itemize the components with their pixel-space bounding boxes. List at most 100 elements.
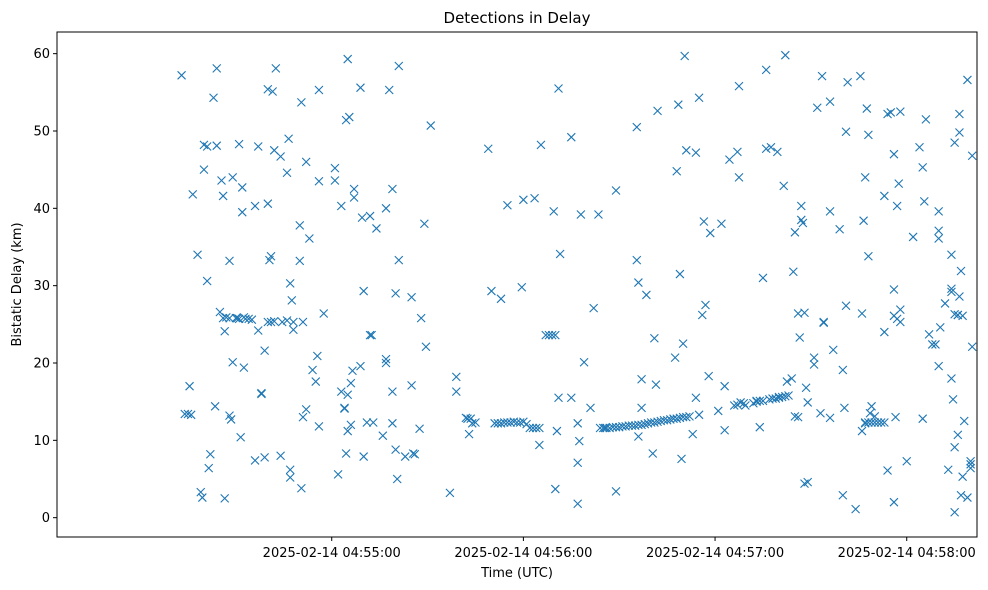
data-point: [298, 412, 308, 422]
data-point: [780, 50, 790, 60]
data-point: [816, 408, 825, 418]
data-point: [226, 415, 236, 424]
data-point: [534, 423, 544, 433]
data-point: [499, 418, 509, 427]
data-point: [761, 65, 771, 75]
data-point: [795, 333, 805, 342]
data-point: [611, 486, 621, 496]
data-point: [634, 432, 643, 441]
data-point: [841, 301, 851, 311]
data-point: [717, 219, 726, 229]
data-point: [296, 97, 306, 107]
data-point: [801, 383, 811, 393]
data-point: [530, 193, 539, 203]
data-point: [579, 357, 589, 367]
data-point: [517, 282, 527, 292]
data-point: [895, 107, 905, 117]
data-point: [266, 317, 276, 327]
data-point: [487, 286, 496, 296]
data-point: [209, 93, 218, 103]
data-point: [555, 249, 565, 259]
data-point: [365, 330, 375, 340]
data-point: [921, 115, 931, 124]
data-point: [311, 377, 321, 386]
data-point: [220, 326, 230, 336]
data-point: [892, 201, 902, 211]
data-point: [947, 287, 956, 297]
data-point: [391, 445, 401, 454]
data-point: [758, 273, 768, 283]
data-point: [919, 196, 929, 206]
data-point: [573, 499, 583, 509]
data-point: [263, 199, 273, 209]
data-point: [685, 411, 694, 421]
data-point: [798, 218, 808, 228]
data-point: [314, 422, 324, 431]
data-point: [378, 431, 388, 441]
data-point: [407, 292, 416, 302]
data-point: [632, 122, 642, 132]
data-point: [253, 326, 263, 335]
x-tick-label: 2025-02-14 04:57:00: [646, 546, 784, 561]
data-point: [865, 408, 875, 418]
data-point: [958, 472, 968, 482]
data-point: [285, 465, 295, 475]
data-point: [196, 487, 206, 497]
data-point: [864, 130, 873, 140]
data-point: [672, 166, 682, 176]
data-point: [218, 191, 228, 201]
data-point: [288, 325, 298, 335]
data-point: [202, 142, 212, 151]
data-point: [193, 250, 202, 260]
data-point: [343, 54, 353, 64]
data-point: [312, 351, 322, 361]
data-point: [367, 330, 377, 340]
data-point: [688, 429, 698, 439]
y-tick-label: 20: [33, 356, 50, 371]
data-point: [856, 71, 865, 81]
data-point: [483, 144, 493, 154]
data-point: [285, 278, 295, 288]
data-point: [956, 490, 966, 500]
data-point: [673, 100, 683, 110]
data-point: [766, 142, 776, 152]
data-point: [419, 219, 429, 229]
data-point: [803, 477, 813, 487]
data-point: [857, 309, 867, 318]
data-point: [825, 207, 835, 216]
data-point: [415, 424, 424, 434]
data-point: [947, 284, 956, 294]
data-point: [637, 374, 646, 384]
data-point: [918, 162, 928, 172]
data-point: [260, 346, 270, 356]
data-point: [648, 449, 658, 458]
data-point: [225, 256, 234, 266]
data-point: [541, 330, 551, 340]
data-point: [681, 145, 691, 155]
data-point: [838, 365, 848, 375]
data-point: [670, 353, 680, 362]
data-point: [653, 106, 662, 116]
data-point: [576, 210, 586, 219]
data-point: [496, 294, 506, 304]
data-point: [694, 410, 704, 420]
data-point: [825, 97, 835, 106]
data-point: [651, 380, 661, 390]
x-axis-ticks: 2025-02-14 04:55:00 2025-02-14 04:56:00 20…: [263, 537, 976, 561]
data-point: [697, 310, 707, 320]
data-point: [188, 190, 198, 199]
data-point: [341, 449, 351, 458]
data-point: [935, 323, 945, 332]
data-point: [838, 490, 848, 500]
data-point: [218, 313, 228, 323]
data-point: [840, 403, 849, 413]
data-point: [624, 421, 634, 431]
data-point: [780, 391, 790, 401]
data-point: [809, 360, 819, 369]
data-point: [891, 412, 900, 422]
data-point: [787, 374, 797, 383]
data-point: [566, 393, 576, 403]
data-point: [410, 449, 420, 459]
data-point: [330, 176, 340, 185]
data-point: [889, 285, 899, 294]
